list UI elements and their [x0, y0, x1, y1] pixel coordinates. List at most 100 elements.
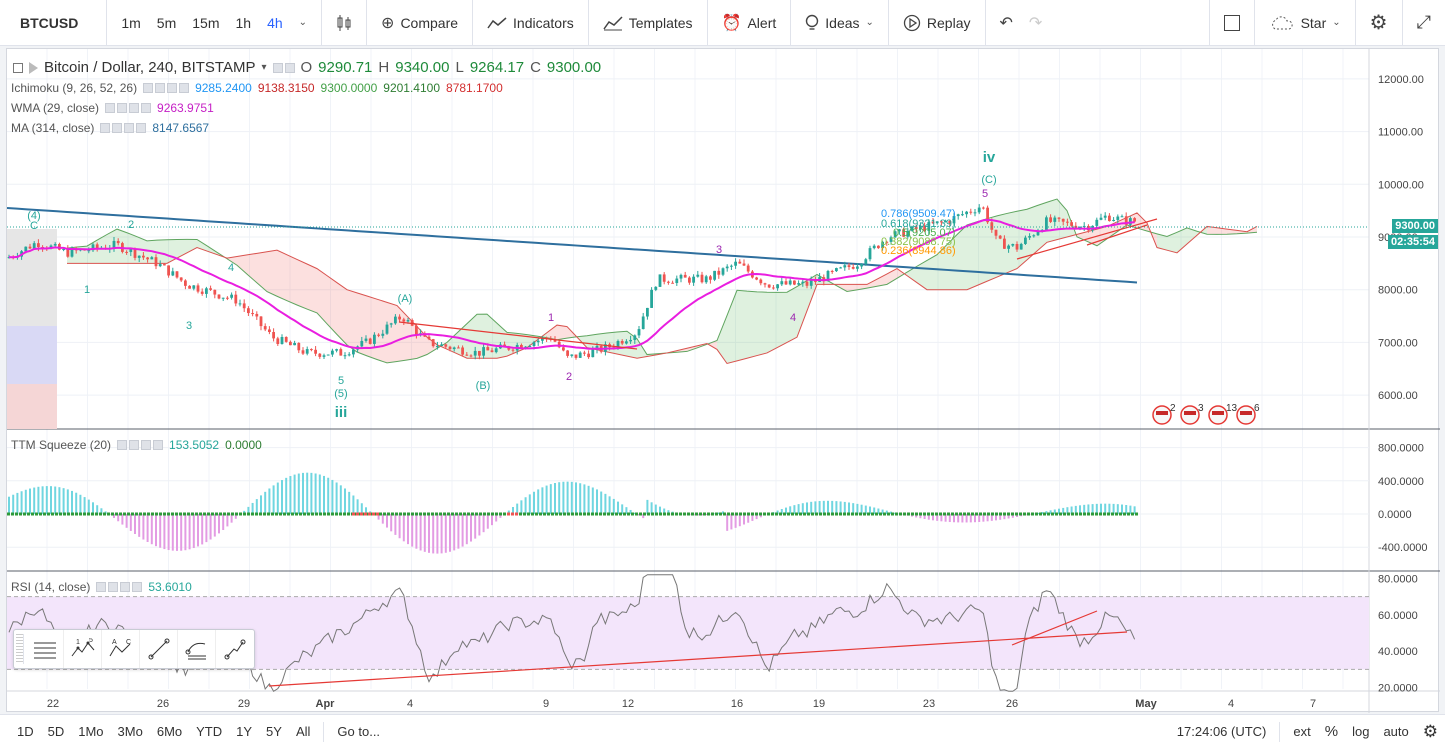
range-ytd-button[interactable]: YTD — [196, 724, 223, 739]
price-axis-label: 12000.00 — [1378, 74, 1424, 86]
redo-button[interactable]: ↷ — [1021, 8, 1050, 38]
ttm-axis-label: 800.0000 — [1378, 443, 1424, 455]
candle-body — [814, 280, 817, 282]
candle-body — [192, 285, 196, 289]
candle-body — [247, 308, 250, 314]
candle-body — [872, 245, 876, 249]
chart-type-button[interactable] — [328, 8, 360, 38]
settings-button[interactable]: ⚙ — [1362, 8, 1396, 38]
candle-body — [688, 277, 691, 283]
range-1mo-button[interactable]: 1Mo — [78, 724, 104, 739]
time-axis-label: 19 — [813, 698, 825, 710]
chart-canvas[interactable]: 0.786(9509.47)0.618(9321.39)0.5(9205.07)… — [7, 49, 1440, 713]
candle-body — [444, 344, 448, 347]
log-scale-toggle[interactable]: log — [1352, 724, 1370, 739]
ma-actions[interactable] — [100, 123, 147, 133]
ichimoku-cloud-segment — [797, 280, 807, 338]
ichimoku-actions[interactable] — [143, 83, 190, 93]
interval-15m-button[interactable]: 15m — [192, 14, 220, 31]
rsi-actions[interactable] — [96, 582, 143, 592]
ichimoku-cloud-segment — [867, 279, 877, 289]
chevron-down-icon[interactable]: ▾ — [261, 62, 267, 73]
alert-group: ⏰ Alert — [708, 0, 792, 46]
wave-degree-label: iii — [335, 404, 348, 421]
clock-timezone-button[interactable]: 17:24:06 (UTC) — [1176, 724, 1267, 739]
range-3mo-button[interactable]: 3Mo — [117, 724, 143, 739]
candle-body — [1036, 231, 1040, 236]
candle-body — [633, 335, 637, 340]
interval-dropdown-button[interactable]: ⌄ — [291, 8, 315, 38]
close-key: C — [530, 59, 541, 76]
fullscreen-button[interactable]: ⤢ — [1409, 8, 1439, 38]
indicators-icon — [487, 16, 507, 28]
ichimoku-cloud-segment — [327, 275, 337, 335]
trendline-button[interactable] — [140, 630, 178, 668]
path-tool-button[interactable] — [216, 630, 254, 668]
drag-handle[interactable] — [16, 634, 24, 664]
candle-body — [1124, 216, 1128, 225]
goto-button[interactable]: Go to... — [337, 724, 381, 739]
range-5d-button[interactable]: 5D — [47, 724, 65, 739]
alert-button[interactable]: ⏰ Alert — [714, 8, 785, 38]
candle-body — [230, 294, 233, 298]
candle-body — [553, 339, 557, 342]
star-button[interactable]: Star ⌄ — [1261, 8, 1349, 38]
rsi-legend: RSI (14, close) 53.6010 — [11, 580, 192, 594]
range-all-button[interactable]: All — [295, 724, 311, 739]
indicators-button[interactable]: Indicators — [479, 8, 582, 38]
range-1y-button[interactable]: 1Y — [236, 724, 253, 739]
candle-body — [1099, 217, 1103, 220]
channel-button[interactable] — [178, 630, 216, 668]
interval-1h-button[interactable]: 1h — [235, 14, 252, 31]
auto-scale-toggle[interactable]: auto — [1383, 724, 1409, 739]
templates-icon — [603, 15, 623, 30]
wma-value: 9263.9751 — [157, 101, 214, 115]
candle-body — [1095, 219, 1099, 226]
svg-text:A: A — [112, 639, 117, 646]
legend-actions[interactable] — [272, 62, 295, 73]
chart-settings-button[interactable]: ⚙ — [1416, 722, 1445, 742]
price-axis-label: 7000.00 — [1378, 337, 1418, 349]
rsi-value: 53.6010 — [148, 580, 192, 594]
range-6mo-button[interactable]: 6Mo — [156, 724, 183, 739]
wave-label: 4 — [228, 262, 234, 274]
interval-4h-button[interactable]: 4h — [267, 14, 283, 31]
ma-label: MA (314, close) — [11, 121, 95, 135]
range-5y-button[interactable]: 5Y — [266, 724, 282, 739]
candle-body — [721, 268, 725, 275]
symbol-search-button[interactable]: BTCUSD — [20, 14, 79, 31]
candle-body — [1120, 216, 1124, 218]
undo-button[interactable]: ↶ — [992, 8, 1021, 38]
interval-5m-button[interactable]: 5m — [156, 14, 177, 31]
ideas-button[interactable]: Ideas ⌄ — [797, 8, 882, 38]
compare-button[interactable]: ⊕ Compare — [373, 8, 466, 38]
layout-button[interactable] — [1216, 8, 1248, 38]
undo-icon: ↶ — [999, 14, 1013, 32]
ttm-actions[interactable] — [117, 440, 164, 450]
candle-body — [217, 294, 221, 299]
candle-body — [209, 288, 212, 290]
candle-body — [667, 281, 670, 283]
replay-button[interactable]: Replay — [895, 8, 979, 38]
candle-body — [28, 246, 32, 249]
ichimoku-cloud-segment — [737, 290, 747, 361]
candle-body — [935, 221, 939, 224]
percent-scale-toggle[interactable]: % — [1324, 723, 1339, 740]
range-1d-button[interactable]: 1D — [17, 724, 34, 739]
ext-hours-toggle[interactable]: ext — [1293, 724, 1311, 739]
chart-container[interactable]: 0.786(9509.47) 0.618(9321.39) 0.5(9205.07)… — [6, 48, 1440, 713]
templates-button[interactable]: Templates — [595, 8, 701, 38]
interval-1m-button[interactable]: 1m — [121, 14, 141, 31]
candle-body — [755, 277, 758, 280]
wma-actions[interactable] — [105, 103, 152, 113]
candle-body — [948, 220, 952, 224]
wma-line — [8, 218, 1135, 350]
collapse-icon[interactable] — [13, 62, 23, 73]
candle-body — [520, 344, 523, 349]
fib-tool-button[interactable] — [26, 630, 64, 668]
candle-body — [772, 287, 775, 289]
candle-body — [759, 279, 763, 284]
series-title: Bitcoin / Dollar, 240, BITSTAMP — [44, 59, 256, 76]
